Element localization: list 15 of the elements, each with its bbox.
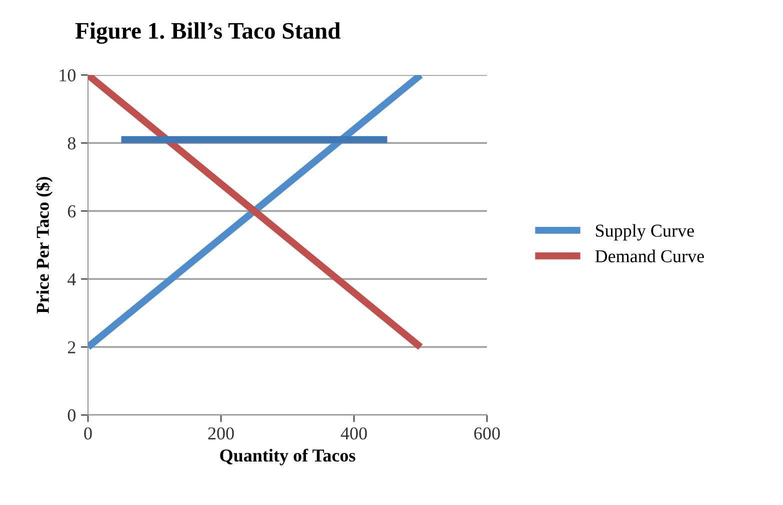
- y-tick-label: 8: [68, 137, 76, 150]
- chart-title: Figure 1. Bill’s Taco Stand: [75, 22, 340, 44]
- x-axis-title: Quantity of Tacos: [220, 448, 356, 466]
- y-axis-title: Price Per Taco ($): [36, 177, 53, 314]
- y-tick-label: 6: [68, 205, 76, 218]
- legend-label: Demand Curve: [595, 250, 704, 262]
- x-tick-label: 600: [474, 427, 500, 440]
- x-tick-label: 0: [84, 427, 92, 440]
- y-tick-label: 10: [60, 69, 76, 82]
- y-tick-label: 4: [68, 273, 76, 286]
- legend-label: Supply Curve: [596, 224, 694, 241]
- y-tick-label: 0: [68, 409, 76, 422]
- x-tick-label: 200: [208, 427, 234, 440]
- y-tick-label: 2: [68, 341, 76, 354]
- x-tick-label: 400: [340, 427, 367, 440]
